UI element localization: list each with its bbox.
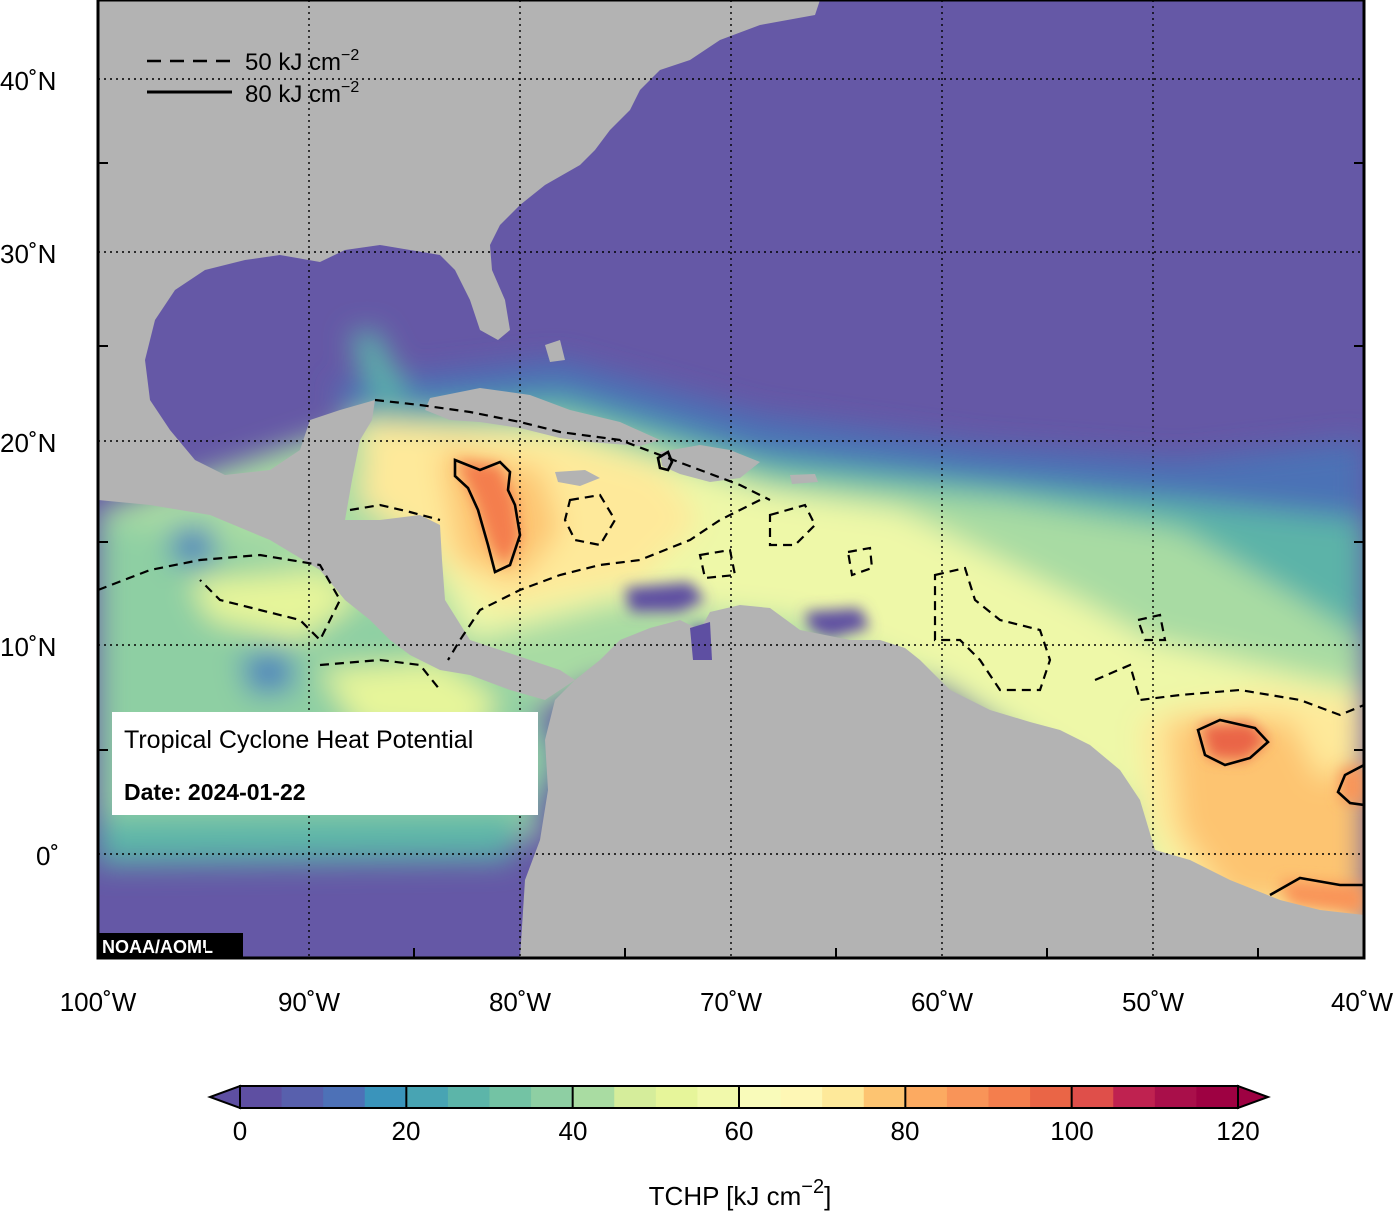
colorbar-tick-60: 60 xyxy=(725,1116,754,1146)
contour-50-pacific xyxy=(98,553,441,691)
land-puerto-rico xyxy=(790,474,818,484)
lat-label-40n: 40˚N xyxy=(0,66,56,96)
colorbar: 0 20 40 60 80 100 120 TCHP [kJ cm−2] xyxy=(207,1084,1271,1211)
field-band-orange-2 xyxy=(1170,720,1364,910)
colorbar-cell xyxy=(780,1086,823,1108)
colorbar-cells xyxy=(240,1086,1239,1108)
lat-label-0: 0˚ xyxy=(36,841,59,871)
lat-label-20n: 20˚N xyxy=(0,428,56,458)
colorbar-cell xyxy=(863,1086,906,1108)
contour-80 xyxy=(453,450,1364,897)
lon-label-60w: 60˚W xyxy=(911,987,974,1017)
colorbar-cell xyxy=(946,1086,990,1108)
colorbar-cell xyxy=(364,1086,407,1108)
colorbar-tick-80: 80 xyxy=(891,1116,920,1146)
lon-label-90w: 90˚W xyxy=(278,987,341,1017)
contour-50-atlantic xyxy=(933,566,1364,717)
land-cuba xyxy=(425,388,660,446)
lon-label-50w: 50˚W xyxy=(1122,987,1185,1017)
field-pacific-blue xyxy=(240,650,295,695)
colorbar-cell xyxy=(1113,1086,1156,1108)
longitude-labels: 100˚W 90˚W 80˚W 70˚W 60˚W 50˚W 40˚W xyxy=(60,987,1394,1017)
map-ticks xyxy=(98,162,1364,958)
colorbar-cell xyxy=(822,1086,865,1108)
land-bahamas xyxy=(545,340,565,362)
credit-text: NOAA/AOML xyxy=(102,937,213,957)
contour-80-atlantic xyxy=(1196,718,1270,767)
colorbar-cell xyxy=(572,1086,615,1108)
hotspot-atlantic xyxy=(1200,722,1268,760)
contour-50-inner-5 xyxy=(1136,613,1167,642)
colorbar-cell xyxy=(655,1086,699,1108)
contour-legend: 50 kJ cm−2 80 kJ cm−2 xyxy=(147,47,359,108)
lat-label-10n: 10˚N xyxy=(0,632,56,662)
colorbar-cell xyxy=(1030,1086,1073,1108)
contour-50-inner-3 xyxy=(698,548,737,580)
colorbar-cell xyxy=(988,1086,1031,1108)
colorbar-tick-40: 40 xyxy=(559,1116,588,1146)
contour-80-small xyxy=(656,450,674,472)
lon-label-70w: 70˚W xyxy=(700,987,763,1017)
contour-50-caribbean xyxy=(349,398,771,661)
contour-50-inner-2 xyxy=(768,503,817,547)
coldspot-colombia xyxy=(690,622,712,660)
legend-label-50: 50 kJ cm−2 xyxy=(245,47,359,76)
colorbar-cell xyxy=(614,1086,657,1108)
land-jamaica xyxy=(555,470,600,486)
legend-label-80: 80 kJ cm−2 xyxy=(245,79,359,108)
map-panel: 50 kJ cm−2 80 kJ cm−2 Tropical Cyclone H… xyxy=(98,0,1364,958)
colorbar-cell xyxy=(531,1086,574,1108)
contour-80-south xyxy=(1269,876,1364,897)
colorbar-cell xyxy=(1071,1086,1114,1108)
contour-50-inner-1 xyxy=(563,493,617,547)
tchp-hotspots xyxy=(456,460,1364,915)
colorbar-tick-20: 20 xyxy=(392,1116,421,1146)
lon-label-80w: 80˚W xyxy=(489,987,552,1017)
colorbar-cell xyxy=(697,1086,740,1108)
field-loop-current xyxy=(350,330,410,405)
colorbar-cell xyxy=(489,1086,532,1108)
colorbar-tick-labels: 0 20 40 60 80 100 120 xyxy=(233,1116,1260,1146)
info-title: Tropical Cyclone Heat Potential xyxy=(124,726,473,754)
colorbar-cell xyxy=(447,1086,491,1108)
contour-50 xyxy=(98,398,1364,717)
colorbar-cell xyxy=(739,1086,782,1108)
colorbar-cell xyxy=(905,1086,948,1108)
land-north-america xyxy=(98,0,820,700)
credit-badge: NOAA/AOML xyxy=(98,933,243,958)
latitude-labels: 40˚N 30˚N 20˚N 10˚N 0˚ xyxy=(0,66,59,871)
colorbar-arrow-left xyxy=(207,1084,241,1110)
colorbar-label: TCHP [kJ cm−2] xyxy=(649,1176,832,1211)
hotspot-western-caribbean xyxy=(456,460,520,568)
lon-label-40w: 40˚W xyxy=(1331,987,1394,1017)
colorbar-tick-100: 100 xyxy=(1050,1116,1093,1146)
colorbar-cell xyxy=(1154,1086,1198,1108)
field-pacific-blue-2 xyxy=(170,525,215,565)
lat-label-30n: 30˚N xyxy=(0,239,56,269)
contour-80-east xyxy=(1336,763,1364,807)
field-pacific-yellow xyxy=(190,570,360,640)
map-frame xyxy=(96,0,1366,960)
coldspot-margarita xyxy=(805,608,870,638)
coldspot-venezuela xyxy=(625,582,705,612)
colorbar-cell xyxy=(406,1086,449,1108)
lon-label-100w: 100˚W xyxy=(60,987,137,1017)
colorbar-arrow-right xyxy=(1237,1084,1271,1110)
colorbar-tick-120: 120 xyxy=(1216,1116,1259,1146)
colorbar-tick-marks xyxy=(239,1086,1239,1108)
colorbar-tick-0: 0 xyxy=(233,1116,247,1146)
land-hispaniola xyxy=(660,445,760,482)
info-date: Date: 2024-01-22 xyxy=(124,779,306,805)
contour-80-western-caribbean xyxy=(453,458,522,574)
colorbar-cell xyxy=(323,1086,366,1108)
colorbar-cell xyxy=(1196,1086,1239,1108)
colorbar-cell xyxy=(240,1086,283,1108)
info-box: Tropical Cyclone Heat Potential Date: 20… xyxy=(112,712,538,815)
colorbar-cell xyxy=(281,1086,324,1108)
